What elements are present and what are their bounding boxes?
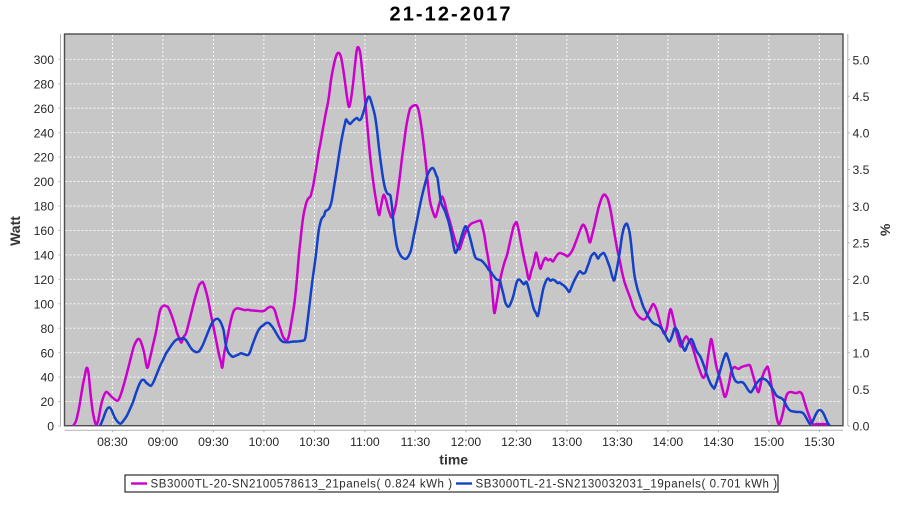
svg-text:240: 240 — [34, 126, 55, 140]
svg-text:100: 100 — [34, 297, 55, 311]
svg-text:60: 60 — [40, 346, 54, 360]
svg-text:13:00: 13:00 — [552, 435, 583, 449]
svg-text:14:30: 14:30 — [703, 435, 734, 449]
svg-text:09:30: 09:30 — [198, 435, 229, 449]
svg-text:200: 200 — [34, 175, 55, 189]
svg-text:15:30: 15:30 — [804, 435, 835, 449]
svg-text:20: 20 — [40, 395, 54, 409]
svg-text:40: 40 — [40, 371, 54, 385]
svg-text:0.0: 0.0 — [853, 420, 870, 434]
svg-text:time: time — [439, 451, 468, 467]
svg-text:1.5: 1.5 — [853, 310, 870, 324]
svg-text:10:00: 10:00 — [249, 435, 280, 449]
svg-text:160: 160 — [34, 224, 55, 238]
svg-text:120: 120 — [34, 273, 55, 287]
svg-text:260: 260 — [34, 102, 55, 116]
svg-text:220: 220 — [34, 151, 55, 165]
svg-text:13:30: 13:30 — [602, 435, 633, 449]
svg-text:14:00: 14:00 — [653, 435, 684, 449]
svg-text:2.0: 2.0 — [853, 273, 870, 287]
svg-text:SB3000TL-21-SN2130032031_19pan: SB3000TL-21-SN2130032031_19panels( 0.701… — [476, 479, 778, 491]
svg-text:4.0: 4.0 — [853, 127, 870, 141]
svg-text:09:00: 09:00 — [148, 435, 179, 449]
svg-text:11:00: 11:00 — [350, 435, 380, 449]
svg-text:280: 280 — [34, 77, 55, 91]
svg-text:0: 0 — [47, 420, 54, 434]
svg-text:SB3000TL-20-SN2100578613_21pan: SB3000TL-20-SN2100578613_21panels( 0.824… — [151, 479, 453, 491]
svg-text:5.0: 5.0 — [853, 53, 870, 67]
svg-text:Watt: Watt — [7, 216, 23, 246]
svg-text:140: 140 — [34, 249, 55, 263]
svg-text:08:30: 08:30 — [97, 435, 128, 449]
svg-text:4.5: 4.5 — [853, 90, 870, 104]
svg-text:10:30: 10:30 — [299, 435, 330, 449]
svg-text:12:30: 12:30 — [501, 435, 532, 449]
svg-text:12:00: 12:00 — [451, 435, 482, 449]
svg-text:180: 180 — [34, 200, 55, 214]
svg-text:15:00: 15:00 — [754, 435, 785, 449]
svg-text:0.5: 0.5 — [853, 383, 870, 397]
svg-text:11:30: 11:30 — [401, 435, 431, 449]
svg-text:300: 300 — [34, 53, 55, 67]
svg-text:1.0: 1.0 — [853, 346, 870, 360]
svg-text:3.0: 3.0 — [853, 200, 870, 214]
svg-text:2.5: 2.5 — [853, 236, 870, 250]
svg-text:3.5: 3.5 — [853, 163, 870, 177]
svg-text:%: % — [877, 224, 893, 237]
svg-text:80: 80 — [40, 322, 54, 336]
